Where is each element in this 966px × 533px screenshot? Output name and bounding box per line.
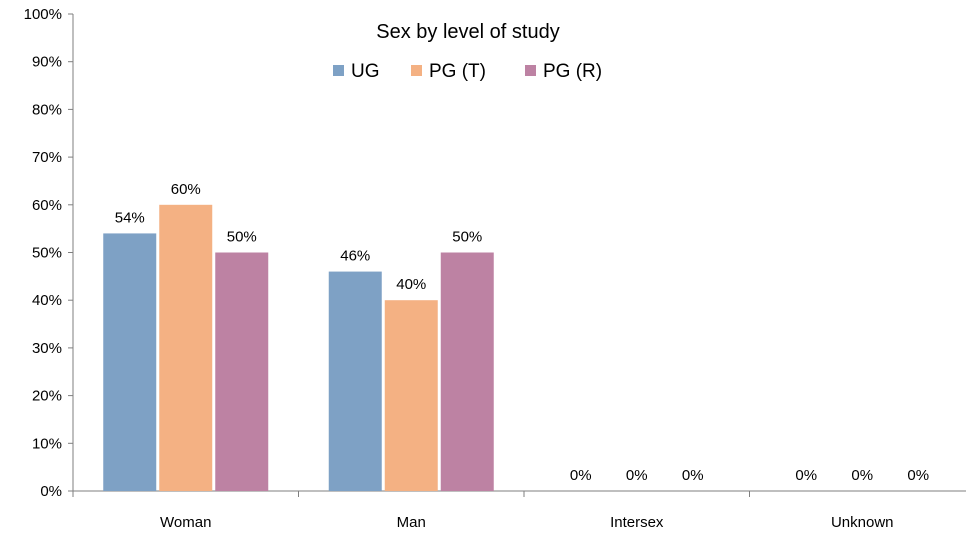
x-category-label: Man (397, 514, 426, 531)
legend-label: UG (351, 61, 380, 82)
bar (384, 300, 438, 491)
bar (103, 233, 157, 492)
bar-data-label: 50% (227, 229, 257, 246)
legend-swatch (333, 65, 344, 76)
bar-data-label: 46% (340, 248, 370, 265)
y-tick-label: 50% (32, 245, 62, 262)
bars (103, 204, 494, 492)
y-tick-label: 80% (32, 101, 62, 118)
bar-data-label: 0% (626, 467, 648, 484)
y-tick-label: 40% (32, 292, 62, 309)
y-tick-label: 70% (32, 149, 62, 166)
bar-data-label: 0% (795, 467, 817, 484)
bar-data-label: 0% (682, 467, 704, 484)
x-category-label: Intersex (610, 514, 664, 531)
x-category-label: Unknown (831, 514, 894, 531)
y-axis: 0% 10% 20% 30% 40% 50% 60% 70% 80% 90% 100% (24, 6, 74, 500)
y-tick-label: 0% (40, 483, 62, 500)
bar (215, 252, 269, 491)
bar-data-label: 0% (851, 467, 873, 484)
x-category-label: Woman (160, 514, 211, 531)
bar-data-label: 0% (907, 467, 929, 484)
y-tick-label: 100% (24, 6, 62, 23)
legend-swatch (525, 65, 536, 76)
y-tick-label: 20% (32, 388, 62, 405)
y-tick-label: 10% (32, 435, 62, 452)
legend-swatch (411, 65, 422, 76)
bar-data-label: 50% (452, 229, 482, 246)
bar-data-label: 60% (171, 181, 201, 198)
bar-data-label: 54% (115, 209, 145, 226)
data-labels: 54% 60% 50% 46% 40% 50% 0% 0% 0% 0% 0% 0% (115, 181, 929, 484)
chart-title: Sex by level of study (376, 21, 559, 43)
chart-legend: UG PG (T) PG (R) (333, 61, 602, 82)
y-tick-label: 60% (32, 197, 62, 214)
y-tick-label: 30% (32, 340, 62, 357)
bar-data-label: 40% (396, 276, 426, 293)
x-axis: Woman Man Intersex Unknown (72, 490, 966, 531)
bar (159, 204, 213, 492)
legend-label: PG (R) (543, 61, 602, 82)
bar (328, 271, 382, 491)
legend-label: PG (T) (429, 61, 486, 82)
y-tick-label: 90% (32, 54, 62, 71)
bar-data-label: 0% (570, 467, 592, 484)
bar (440, 252, 494, 491)
